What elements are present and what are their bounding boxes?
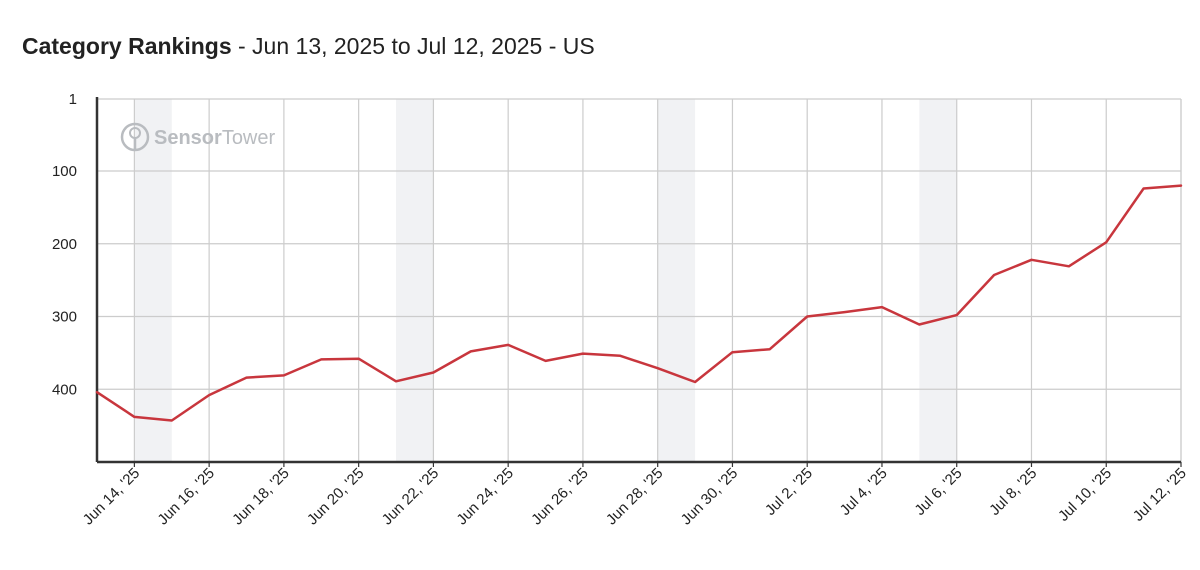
y-axis-ticks: 1 100 200 300 400	[52, 91, 77, 398]
x-tick-label: Jun 16, '25	[154, 465, 218, 529]
series-layer	[95, 184, 1183, 422]
grid-lines	[97, 98, 1182, 462]
x-tick-label: Jun 26, '25	[528, 465, 592, 529]
watermark-text: SensorTower	[154, 127, 276, 149]
x-tick-label: Jul 12, '25	[1130, 465, 1190, 525]
chart-title: Category Rankings - Jun 13, 2025 to Jul …	[22, 33, 595, 60]
weekend-band	[396, 99, 434, 462]
weekend-band	[134, 99, 172, 462]
chart-title-main: Category Rankings	[22, 33, 232, 59]
watermark-brand-bold: Sensor	[154, 127, 222, 149]
chart-title-range: - Jun 13, 2025 to Jul 12, 2025 - US	[231, 33, 595, 59]
sensor-tower-logo-icon	[120, 122, 150, 152]
x-tick-label: Jul 6, '25	[911, 465, 965, 519]
weekend-band	[919, 99, 957, 462]
x-tick-label: Jun 30, '25	[678, 465, 742, 529]
x-tick-label: Jul 10, '25	[1055, 465, 1115, 525]
x-tick-label: Jun 14, '25	[80, 465, 144, 529]
x-tick-label: Jun 18, '25	[229, 465, 293, 529]
x-tick-label: Jun 22, '25	[379, 465, 443, 529]
watermark-brand-light: Tower	[222, 127, 276, 149]
x-tick-label: Jun 20, '25	[304, 465, 368, 529]
x-tick-label: Jul 8, '25	[986, 465, 1040, 519]
y-tick-label: 100	[52, 163, 77, 180]
y-tick-label: 300	[52, 309, 77, 326]
y-tick-label: 1	[69, 91, 77, 108]
x-tick-label: Jul 2, '25	[762, 465, 816, 519]
x-axis-ticks: Jun 14, '25 Jun 16, '25 Jun 18, '25 Jun 20,…	[80, 462, 1190, 528]
x-tick-label: Jun 28, '25	[603, 465, 667, 529]
axes	[95, 97, 1181, 464]
series-line	[95, 184, 1183, 422]
x-tick-label: Jun 24, '25	[453, 465, 517, 529]
sensor-tower-watermark: SensorTower	[120, 122, 276, 152]
weekend-band	[657, 99, 696, 462]
y-tick-label: 400	[52, 381, 77, 398]
weekend-bands	[134, 99, 957, 462]
y-tick-label: 200	[52, 236, 77, 253]
x-tick-label: Jul 4, '25	[837, 465, 891, 519]
